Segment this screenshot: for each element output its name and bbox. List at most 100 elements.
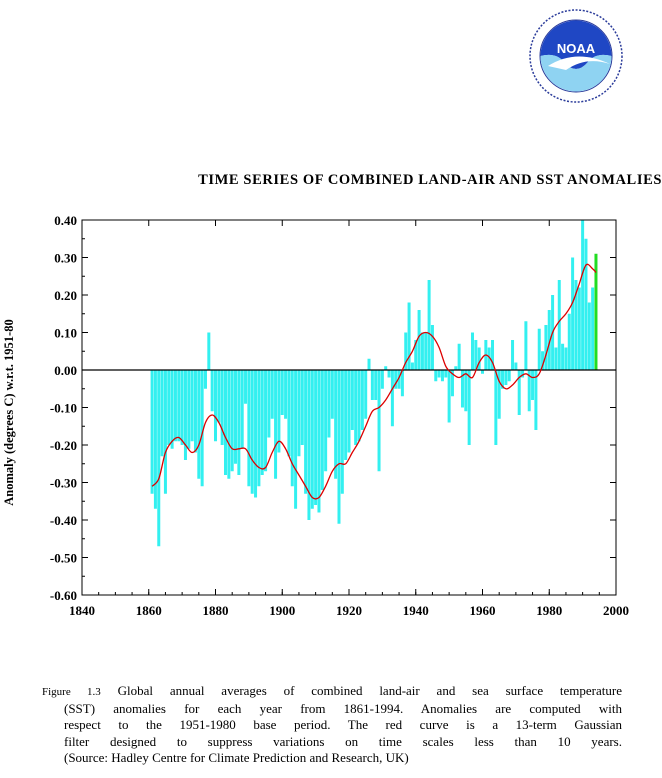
bar-1873	[190, 370, 194, 442]
logo-text: NOAA	[557, 41, 596, 56]
caption-line-1: Global annual averages of combined land-…	[117, 683, 622, 698]
x-tick-label: 1860	[136, 603, 162, 618]
bar-1959	[477, 347, 481, 370]
bar-1953	[457, 343, 461, 370]
bar-1875	[197, 370, 201, 479]
bar-1870	[180, 370, 184, 445]
bar-1973	[524, 321, 528, 370]
bar-1950	[447, 370, 451, 423]
y-tick-label: 0.30	[54, 251, 77, 266]
bar-1867	[170, 370, 174, 449]
bar-1901	[284, 370, 288, 419]
bar-1883	[224, 370, 228, 475]
bar-1884	[227, 370, 231, 479]
bar-1878	[207, 332, 211, 370]
bar-1982	[554, 347, 558, 370]
bar-1928	[374, 370, 378, 400]
y-tick-label: -0.30	[50, 476, 77, 491]
bar-1925	[364, 370, 368, 419]
bar-1864	[160, 370, 164, 457]
bar-1989	[577, 287, 581, 370]
bar-1934	[394, 370, 398, 389]
x-tick-label: 1940	[403, 603, 429, 618]
y-tick-label: -0.20	[50, 438, 77, 453]
bar-1908	[307, 370, 311, 520]
bar-1886	[234, 370, 238, 464]
bar-1877	[203, 370, 207, 389]
bar-1994	[594, 253, 598, 370]
bar-1876	[200, 370, 204, 487]
bar-1921	[350, 370, 354, 430]
bar-1971	[517, 370, 521, 415]
caption-line-4: filter designed to suppress variations o…	[64, 733, 622, 749]
bar-1917	[337, 370, 341, 524]
bar-1970	[514, 362, 518, 370]
bar-1938	[407, 302, 411, 370]
bar-1890	[247, 370, 251, 487]
bar-1958	[474, 340, 478, 370]
bar-1910	[314, 370, 318, 505]
bar-1957	[470, 332, 474, 370]
y-tick-label: 0.20	[54, 288, 77, 303]
bar-1900	[280, 370, 284, 415]
x-tick-label: 1880	[203, 603, 229, 618]
bar-1887	[237, 370, 241, 475]
bar-1919	[344, 370, 348, 460]
bar-1937	[404, 332, 408, 370]
bar-1948	[440, 370, 444, 382]
bar-1951	[450, 370, 454, 397]
x-tick-label: 1920	[336, 603, 362, 618]
y-axis-label: Anomaly (degrees C) w.r.t. 1951-80	[2, 319, 16, 505]
bar-1992	[587, 302, 591, 370]
y-tick-label: 0.40	[54, 213, 77, 228]
bar-1966	[501, 370, 505, 389]
bar-1964	[494, 370, 498, 445]
bar-1872	[187, 370, 191, 449]
bar-1952	[454, 366, 458, 370]
bar-1881	[217, 370, 221, 423]
bar-1947	[437, 370, 441, 378]
x-tick-label: 2000	[603, 603, 629, 618]
bar-1891	[250, 370, 254, 494]
bar-1935	[397, 370, 401, 389]
bar-1991	[584, 238, 588, 370]
bar-1946	[434, 370, 438, 382]
bar-1993	[591, 287, 595, 370]
bar-1904	[294, 370, 298, 509]
x-tick-label: 1980	[536, 603, 562, 618]
bar-1865	[163, 370, 167, 494]
bar-1932	[387, 370, 391, 378]
bar-1976	[534, 370, 538, 430]
bar-1892	[254, 370, 258, 498]
bar-1936	[400, 370, 404, 397]
bar-1927	[370, 370, 374, 400]
bar-1926	[367, 358, 371, 370]
bar-1871	[183, 370, 187, 460]
figure-label: Figure 1.3	[42, 686, 101, 698]
bar-1986	[567, 313, 571, 370]
bar-1868	[173, 370, 177, 442]
caption-line-3: respect to the 1951-1980 base period. Th…	[64, 717, 622, 732]
bar-1869	[177, 370, 181, 442]
y-tick-label: 0.10	[54, 326, 77, 341]
bar-1912	[320, 370, 324, 490]
y-tick-label: -0.40	[50, 513, 77, 528]
bar-1916	[334, 370, 338, 479]
bar-1962	[487, 347, 491, 370]
chart-title: TIME SERIES OF COMBINED LAND-AIR AND SST…	[198, 172, 662, 188]
chart: 0.40 0.30 0.20 0.10 0.00 -0.10 -0.20 -0.30 -0.40…	[2, 213, 629, 618]
bar-1885	[230, 370, 234, 472]
smoothed-curve	[151, 263, 597, 500]
bar-1985	[564, 347, 568, 370]
bar-1907	[304, 370, 308, 494]
bar-1861	[150, 370, 154, 494]
bar-1879	[210, 370, 214, 412]
bar-1990	[581, 220, 585, 370]
bar-1968	[507, 370, 511, 382]
bar-1978	[541, 351, 545, 370]
bar-1905	[297, 370, 301, 457]
bar-1896	[267, 370, 271, 438]
bar-1922	[354, 370, 358, 445]
bar-1903	[290, 370, 294, 487]
bar-1920	[347, 370, 351, 453]
